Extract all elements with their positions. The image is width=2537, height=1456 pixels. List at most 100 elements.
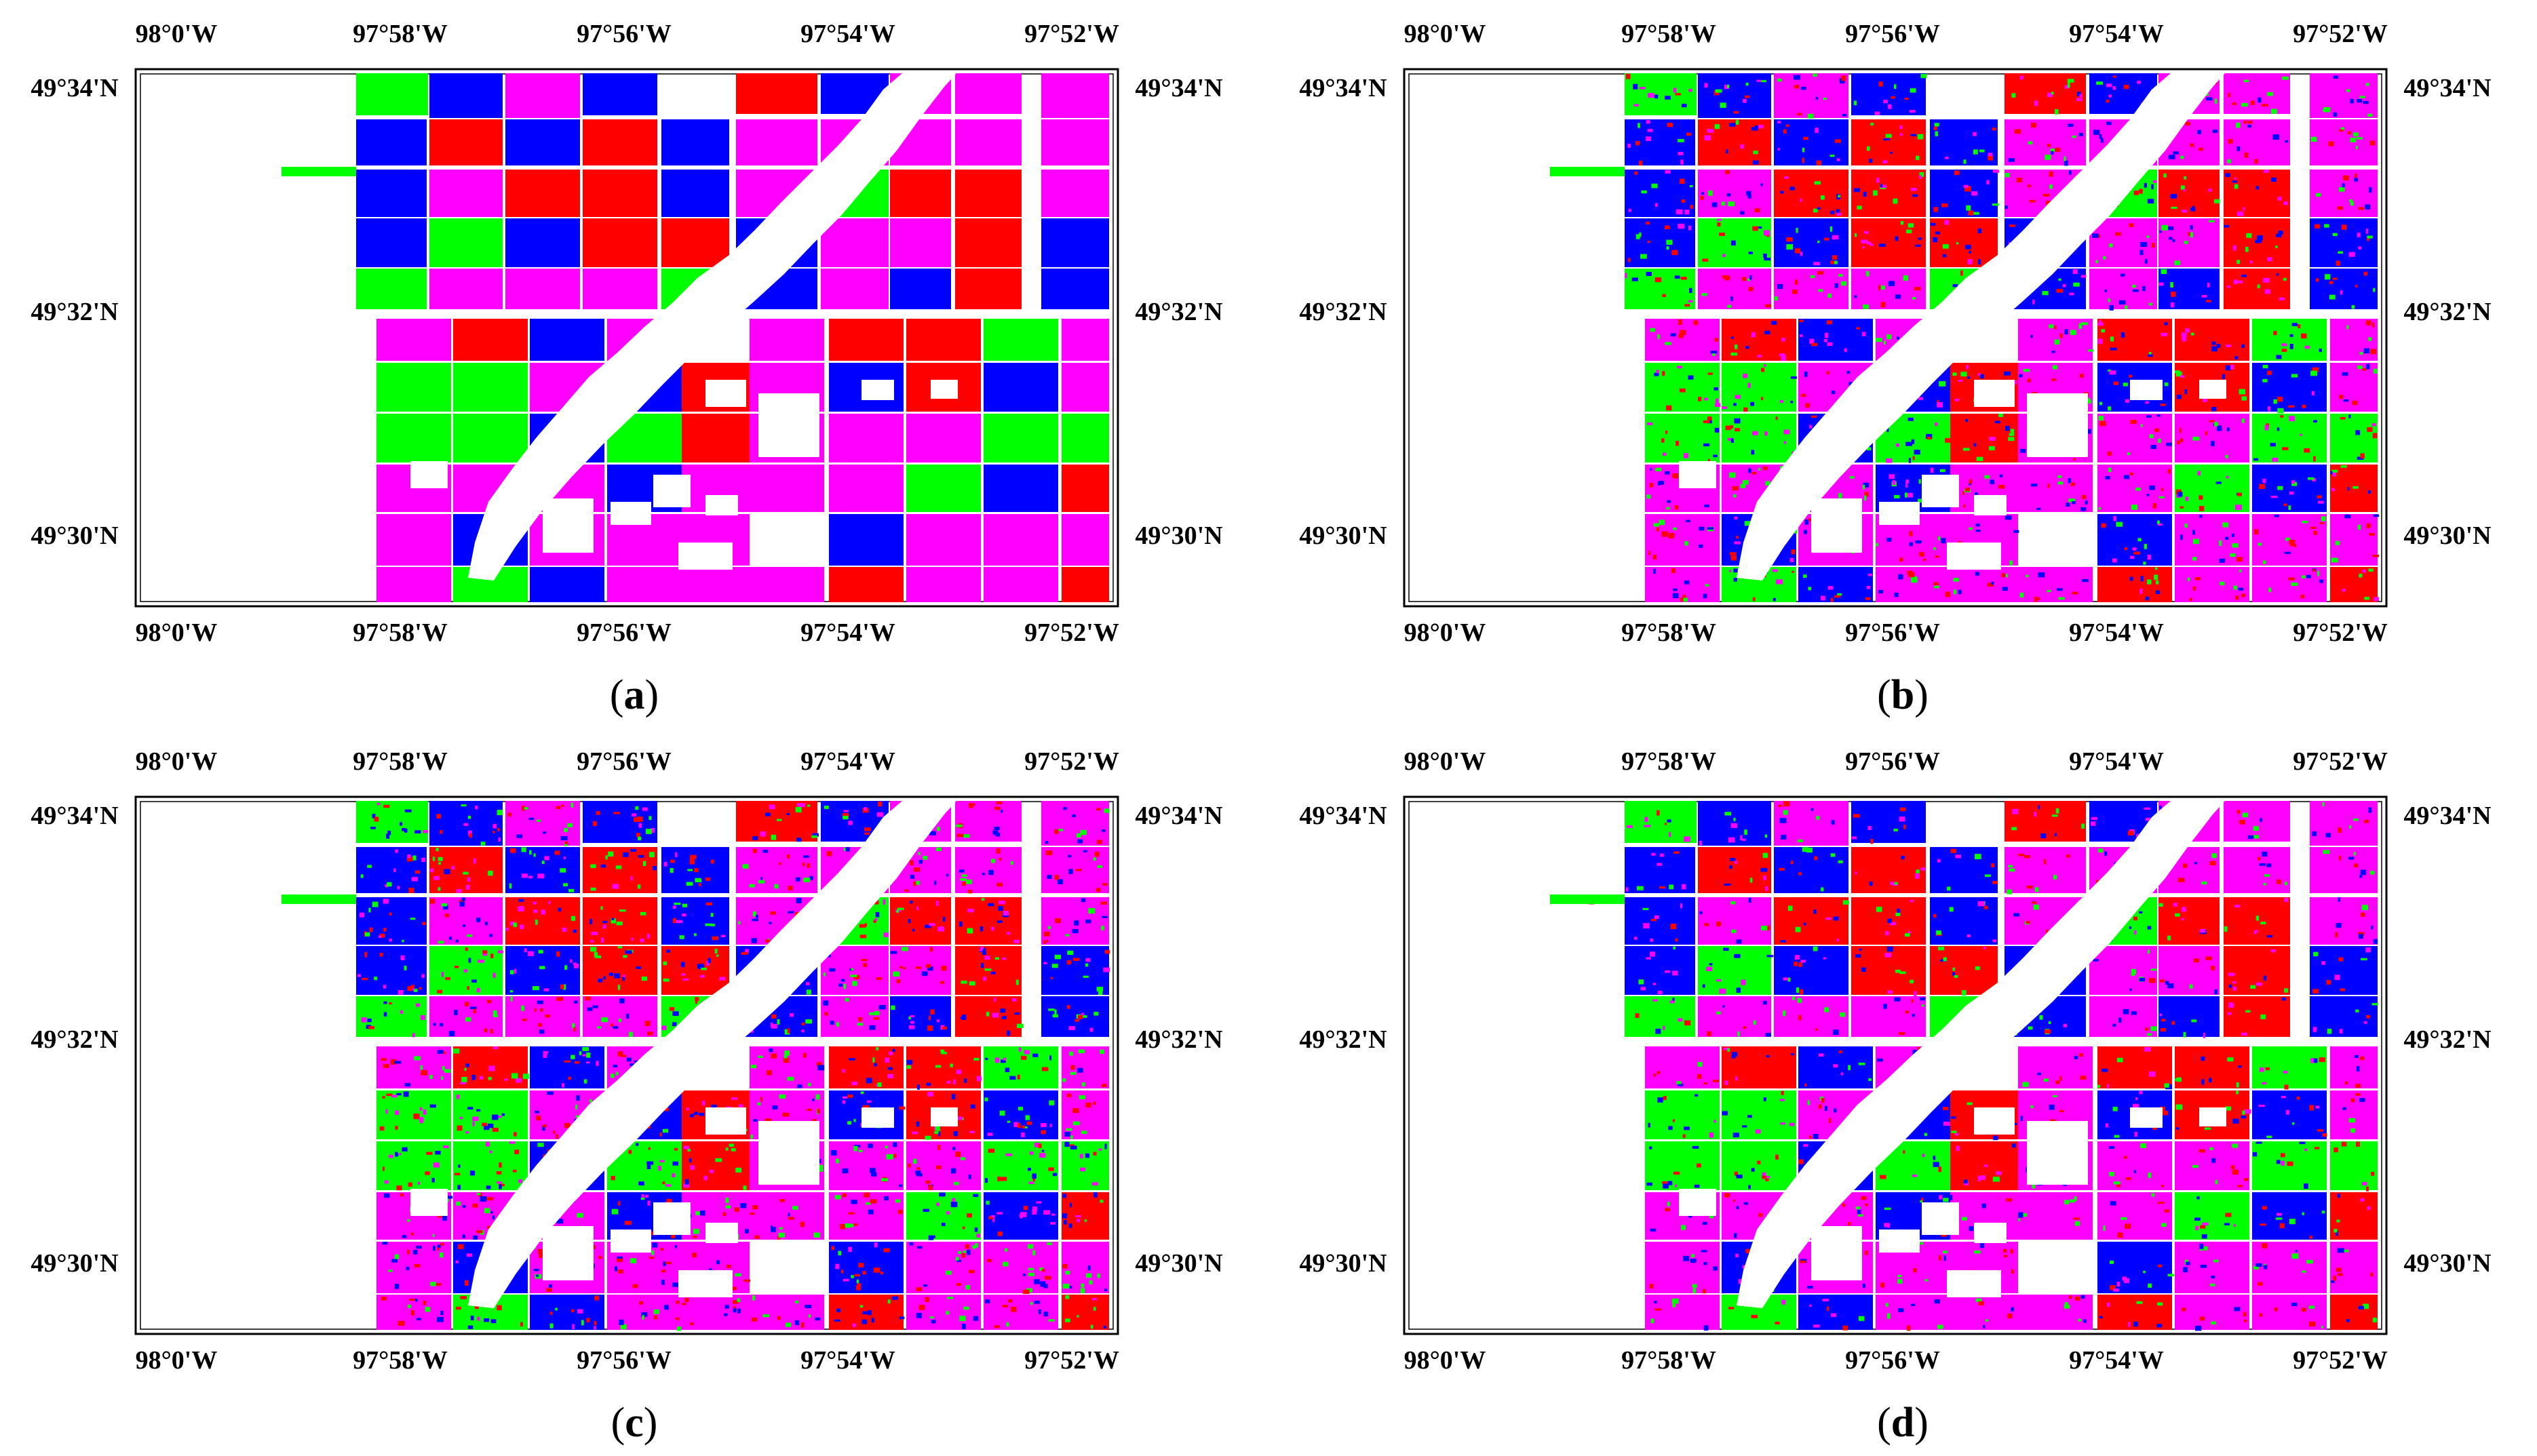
classification-speckle <box>849 1223 854 1227</box>
classification-speckle <box>1028 1267 1034 1271</box>
classification-speckle <box>874 1242 878 1248</box>
classification-speckle <box>866 1100 872 1103</box>
classification-speckle <box>652 1242 658 1248</box>
classification-speckle <box>2042 193 2050 197</box>
classification-speckle <box>615 865 622 869</box>
classification-speckle <box>466 884 470 890</box>
classification-speckle <box>1703 593 1707 599</box>
classification-speckle <box>995 833 1001 837</box>
classification-speckle <box>2110 336 2114 342</box>
classification-speckle <box>1093 1152 1097 1156</box>
classification-speckle <box>870 1199 877 1204</box>
classification-speckle <box>1064 1141 1070 1147</box>
classification-speckle <box>2368 807 2372 813</box>
classification-speckle <box>2172 239 2175 242</box>
classification-speckle <box>1977 373 1981 376</box>
classification-speckle <box>682 979 689 981</box>
classification-speckle <box>608 851 614 857</box>
classification-speckle <box>1880 184 1887 188</box>
classification-speckle <box>716 954 719 957</box>
classification-speckle <box>2272 457 2279 462</box>
classification-speckle <box>1054 1009 1057 1015</box>
classification-speckle <box>923 1208 930 1212</box>
classification-speckle <box>2321 1326 2324 1329</box>
classification-speckle <box>2057 475 2062 478</box>
classification-speckle <box>817 1109 820 1114</box>
classification-speckle <box>2192 586 2196 591</box>
classification-speckle <box>383 1001 387 1004</box>
classification-speckle <box>541 909 546 915</box>
classification-speckle <box>1781 338 1785 342</box>
classification-speckle <box>2263 560 2266 564</box>
classification-speckle <box>784 1050 790 1056</box>
crop-field <box>1625 119 1695 165</box>
classification-speckle <box>1909 542 1913 547</box>
classification-speckle <box>843 983 847 989</box>
classification-speckle <box>1911 999 1914 1003</box>
classification-speckle <box>896 979 901 983</box>
classification-speckle <box>2040 833 2047 838</box>
classification-speckle <box>537 1248 544 1254</box>
classification-speckle <box>660 1248 664 1251</box>
classification-speckle <box>1082 1082 1085 1086</box>
classification-speckle <box>2213 199 2220 203</box>
classification-speckle <box>1093 1101 1096 1105</box>
classification-speckle <box>484 1318 490 1322</box>
classification-speckle <box>443 1145 449 1149</box>
classification-speckle <box>1889 922 1897 926</box>
classification-speckle <box>2365 229 2368 234</box>
classification-speckle <box>1912 297 1916 300</box>
crop-field <box>2224 996 2290 1037</box>
classification-speckle <box>887 1074 894 1078</box>
classification-speckle <box>2232 245 2236 251</box>
crop-field <box>1698 269 1771 309</box>
classification-speckle <box>399 1153 402 1156</box>
classification-speckle <box>468 830 472 836</box>
classification-speckle <box>2063 1023 2067 1027</box>
longitude-label-bottom: 98°0'W <box>1404 1346 1486 1375</box>
classification-speckle <box>2150 1026 2157 1031</box>
classification-speckle <box>539 1253 544 1258</box>
classification-speckle <box>672 1022 677 1027</box>
classification-speckle <box>2338 855 2342 861</box>
classification-speckle <box>2109 243 2113 248</box>
classification-speckle <box>2336 260 2340 266</box>
classification-speckle <box>2239 820 2245 825</box>
classification-speckle <box>1726 193 1731 197</box>
classification-speckle <box>1899 557 1903 562</box>
classification-speckle <box>2351 305 2355 309</box>
classification-speckle <box>1779 353 1785 357</box>
crop-field <box>1062 319 1109 361</box>
classification-speckle <box>1007 1120 1011 1123</box>
classification-speckle <box>871 1172 877 1177</box>
classification-speckle <box>2237 1185 2243 1187</box>
classification-speckle <box>689 1114 695 1118</box>
classification-speckle <box>1853 100 1857 106</box>
classification-speckle <box>2243 1319 2247 1322</box>
classification-speckle <box>1062 1284 1070 1289</box>
classification-speckle <box>2033 905 2039 910</box>
classification-speckle <box>533 853 536 857</box>
classification-speckle <box>1702 258 1709 262</box>
classification-speckle <box>1771 321 1777 325</box>
classification-speckle <box>1863 231 1869 234</box>
classification-speckle <box>2012 808 2019 814</box>
classification-speckle <box>2266 863 2272 867</box>
classification-speckle <box>2042 291 2049 296</box>
classification-speckle <box>1684 836 1690 842</box>
classification-speckle <box>1867 573 1873 576</box>
classification-speckle <box>732 1286 737 1291</box>
classification-speckle <box>2340 127 2344 131</box>
classification-speckle <box>2173 151 2180 155</box>
classification-speckle <box>795 806 802 812</box>
classification-speckle <box>2064 85 2069 89</box>
classification-speckle <box>2374 368 2378 374</box>
classification-speckle <box>2011 827 2017 831</box>
classification-speckle <box>1025 1115 1030 1120</box>
classification-speckle <box>1884 1223 1890 1227</box>
classification-speckle <box>1705 584 1709 587</box>
classification-speckle <box>2354 178 2359 182</box>
classification-speckle <box>1087 1265 1091 1271</box>
classification-speckle <box>996 848 1001 854</box>
classification-speckle <box>1726 149 1728 154</box>
